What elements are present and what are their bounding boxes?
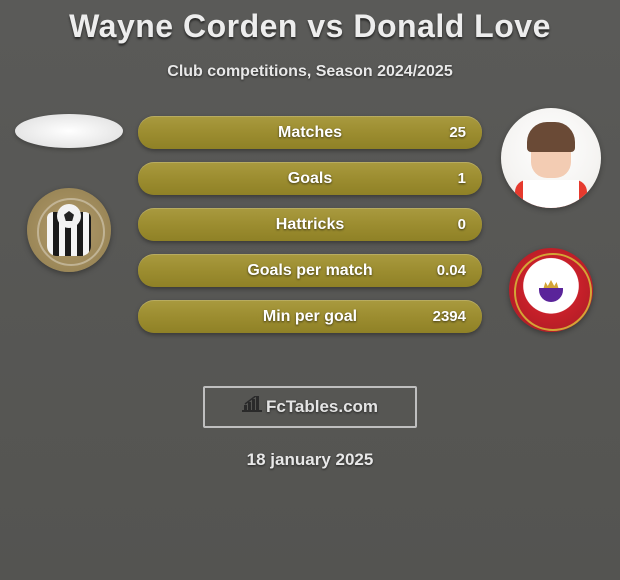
- left-player-column: [0, 116, 138, 272]
- stat-label: Min per goal: [263, 308, 357, 326]
- brand-box: FcTables.com: [203, 386, 417, 428]
- stat-row-matches: Matches 25: [138, 116, 482, 149]
- stat-label: Goals: [288, 170, 332, 188]
- stat-label: Goals per match: [247, 262, 372, 280]
- stat-value-right: 2394: [433, 308, 466, 325]
- stat-row-hattricks: Hattricks 0: [138, 208, 482, 241]
- stat-label: Hattricks: [276, 216, 344, 234]
- stat-label: Matches: [278, 124, 342, 142]
- club-badge-right: [509, 248, 593, 332]
- page-title: Wayne Corden vs Donald Love: [0, 8, 620, 45]
- club-badge-left: [27, 188, 111, 272]
- stat-row-goals: Goals 1: [138, 162, 482, 195]
- stat-value-right: 0.04: [437, 262, 466, 279]
- stat-value-right: 1: [458, 170, 466, 187]
- club-right-shield-icon: [539, 288, 563, 302]
- chart-icon: [242, 388, 262, 426]
- comparison-card: Wayne Corden vs Donald Love Club competi…: [0, 0, 620, 470]
- stats-list: Matches 25 Goals 1 Hattricks 0 Goals per…: [138, 116, 482, 333]
- stat-row-min-per-goal: Min per goal 2394: [138, 300, 482, 333]
- main-area: Matches 25 Goals 1 Hattricks 0 Goals per…: [0, 116, 620, 386]
- right-player-column: [482, 116, 620, 332]
- player-photo-left-placeholder: [15, 114, 123, 148]
- stat-value-right: 0: [458, 216, 466, 233]
- date-text: 18 january 2025: [0, 450, 620, 470]
- page-subtitle: Club competitions, Season 2024/2025: [0, 63, 620, 81]
- club-left-ball-icon: [57, 204, 81, 228]
- brand-text: FcTables.com: [266, 397, 378, 416]
- stat-row-goals-per-match: Goals per match 0.04: [138, 254, 482, 287]
- player-right-jersey: [515, 180, 587, 208]
- footer: FcTables.com 18 january 2025: [0, 386, 620, 470]
- stat-value-right: 25: [449, 124, 466, 141]
- player-photo-right: [501, 108, 601, 208]
